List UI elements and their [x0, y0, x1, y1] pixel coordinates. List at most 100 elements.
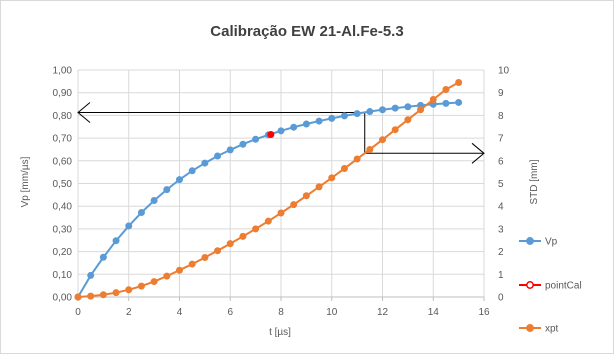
y-tick-label: 1,00: [53, 66, 73, 77]
x-tick-label: 4: [177, 307, 183, 318]
annotation-arrowhead: [77, 102, 91, 123]
data-point-xpt: [442, 86, 450, 94]
data-point-vp: [328, 114, 336, 122]
data-point-xpt: [429, 96, 437, 104]
data-point-xpt: [226, 240, 234, 248]
data-point-xpt: [277, 209, 285, 217]
data-point-xpt: [201, 254, 209, 262]
data-point-vp: [391, 104, 399, 112]
data-point-xpt: [340, 165, 348, 173]
y-tick-label: 0,90: [53, 88, 73, 99]
data-point-vp: [290, 123, 298, 131]
axes: 0,00 0,10 0,20 0,30 0,40 0,50 0,60 0,70 0,80 0,90…: [53, 66, 510, 319]
data-point-xpt: [99, 291, 107, 299]
data-point-pointcal: [267, 130, 275, 138]
x-tick-label: 2: [126, 307, 132, 318]
y2-tick-label: 0: [498, 293, 504, 304]
x-tick-label: 12: [377, 307, 389, 318]
data-point-xpt: [188, 260, 196, 268]
y2-tick-label: 1: [498, 270, 504, 281]
data-point-vp: [163, 186, 171, 194]
y-tick-label: 0,20: [53, 247, 73, 258]
x-tick-label: 14: [428, 307, 440, 318]
y-axis-title: Vp [mm/µs]: [20, 156, 31, 207]
data-point-xpt: [302, 192, 310, 200]
data-point-xpt: [74, 293, 82, 301]
data-point-xpt: [214, 247, 222, 255]
y-tick-label: 0,50: [53, 179, 73, 190]
legend-label: xpt: [545, 324, 559, 335]
legend-swatch-marker: [526, 237, 534, 245]
data-point-vp: [315, 117, 323, 125]
data-point-xpt: [366, 145, 374, 153]
y2-tick-label: 9: [498, 88, 504, 99]
data-point-vp: [201, 159, 209, 167]
legend-label: Vp: [545, 237, 558, 248]
data-point-xpt: [455, 78, 463, 86]
legend-item-pointcal: pointCal: [519, 281, 582, 292]
data-point-xpt: [239, 232, 247, 240]
data-point-xpt: [112, 289, 120, 297]
y-tick-label: 0,00: [53, 293, 73, 304]
data-point-vp: [302, 120, 310, 128]
y2-tick-label: 6: [498, 156, 504, 167]
series-pointcal: [267, 130, 275, 138]
data-point-vp: [442, 99, 450, 107]
data-point-vp: [379, 106, 386, 114]
data-point-xpt: [150, 278, 158, 286]
annotation-arrowhead: [471, 142, 485, 164]
data-point-vp: [125, 222, 133, 230]
data-point-xpt: [353, 155, 361, 163]
x-tick-label: 6: [227, 307, 233, 318]
y2-tick-label: 2: [498, 247, 504, 258]
data-point-vp: [340, 112, 348, 120]
data-point-xpt: [137, 282, 145, 290]
y2-tick-label: 4: [498, 202, 504, 213]
annotation-lines: [77, 102, 485, 164]
data-point-xpt: [417, 106, 425, 114]
y2-tick-label: 10: [498, 66, 510, 77]
data-point-xpt: [87, 292, 95, 300]
data-point-xpt: [315, 183, 323, 191]
legend-swatch-marker: [526, 324, 534, 332]
x-tick-label: 10: [326, 307, 338, 318]
data-point-vp: [455, 98, 463, 106]
legend-item-vp: Vp: [519, 237, 558, 248]
data-point-vp: [99, 253, 107, 261]
y2-tick-label: 5: [498, 179, 504, 190]
data-point-xpt: [252, 225, 260, 233]
y2-tick-label: 3: [498, 224, 504, 235]
data-point-vp: [366, 108, 374, 116]
data-point-vp: [214, 152, 222, 160]
data-point-xpt: [404, 116, 412, 124]
legend-item-xpt: xpt: [519, 324, 559, 335]
data-point-vp: [112, 237, 120, 245]
y-tick-label: 0,80: [53, 111, 73, 122]
data-point-vp: [87, 271, 95, 279]
chart-title: Calibração EW 21-Al.Fe-5.3: [210, 23, 403, 40]
data-point-vp: [188, 167, 196, 175]
x-tick-label: 8: [278, 307, 284, 318]
y2-tick-label: 7: [498, 134, 504, 145]
data-point-xpt: [125, 286, 133, 294]
data-point-vp: [353, 110, 361, 118]
legend-swatch-marker: [526, 281, 534, 289]
series-xpt: [74, 78, 463, 301]
data-point-vp: [277, 127, 285, 135]
data-point-xpt: [328, 174, 336, 182]
data-point-xpt: [391, 126, 399, 134]
x-tick-label: 0: [75, 307, 81, 318]
data-point-xpt: [290, 201, 298, 209]
data-point-vp: [239, 140, 247, 148]
data-point-xpt: [264, 217, 272, 225]
y-tick-label: 0,60: [53, 156, 73, 167]
y2-tick-label: 8: [498, 111, 504, 122]
y-tick-label: 0,10: [53, 270, 73, 281]
y-tick-label: 0,40: [53, 202, 73, 213]
legend-label: pointCal: [545, 281, 582, 292]
series-layer: [74, 78, 463, 301]
x-tick-label: 16: [478, 307, 490, 318]
